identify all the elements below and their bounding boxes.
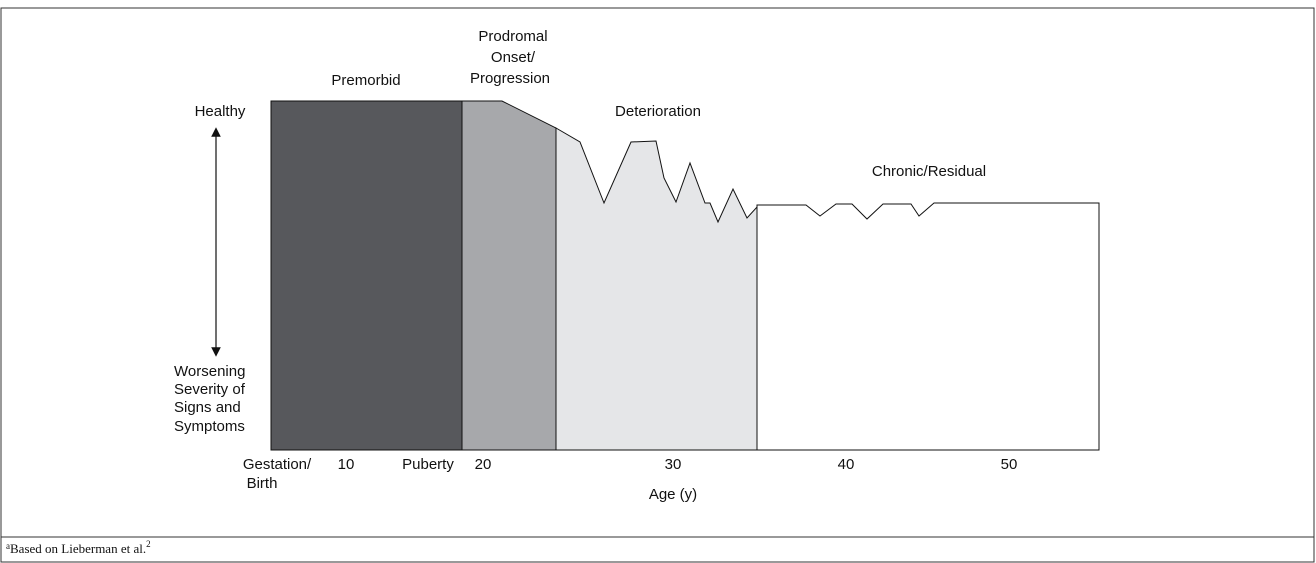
x-tick-label: Gestation/ <box>243 456 312 473</box>
x-tick-label: 30 <box>665 456 682 473</box>
footnote-text: Based on Lieberman et al. <box>10 541 146 556</box>
y-axis-top: Healthy <box>195 103 246 120</box>
x-tick-label: 10 <box>338 456 355 473</box>
y-axis-bottom: Signs and <box>174 399 241 416</box>
deterioration-region <box>555 127 758 451</box>
footnote-mark: a <box>6 541 10 551</box>
prodromal-region <box>461 100 557 451</box>
x-tick-label: Puberty <box>402 456 454 473</box>
y-axis-bottom: Severity of <box>174 381 246 398</box>
x-tick-label: 20 <box>475 456 492 473</box>
chronic-region <box>756 202 1100 451</box>
y-axis-bottom: Worsening <box>174 363 245 380</box>
stage-label: Progression <box>470 70 550 87</box>
x-tick-label: 50 <box>1001 456 1018 473</box>
x-axis-label: Age (y) <box>649 486 697 503</box>
footnote-ref: 2 <box>146 539 151 549</box>
frame <box>0 7 1315 563</box>
stage-label: Chronic/Residual <box>872 163 986 180</box>
stage-label: Deterioration <box>615 103 701 120</box>
x-tick-label: 40 <box>838 456 855 473</box>
stage-label: Onset/ <box>491 49 536 66</box>
x-tick-label: Birth <box>247 475 278 492</box>
footnote: aBased on Lieberman et al.2 <box>6 539 151 556</box>
stage-label: Prodromal <box>478 28 547 45</box>
y-axis-bottom: Symptoms <box>174 418 245 435</box>
premorbid-region <box>270 100 463 451</box>
stage-label: Premorbid <box>331 72 400 89</box>
